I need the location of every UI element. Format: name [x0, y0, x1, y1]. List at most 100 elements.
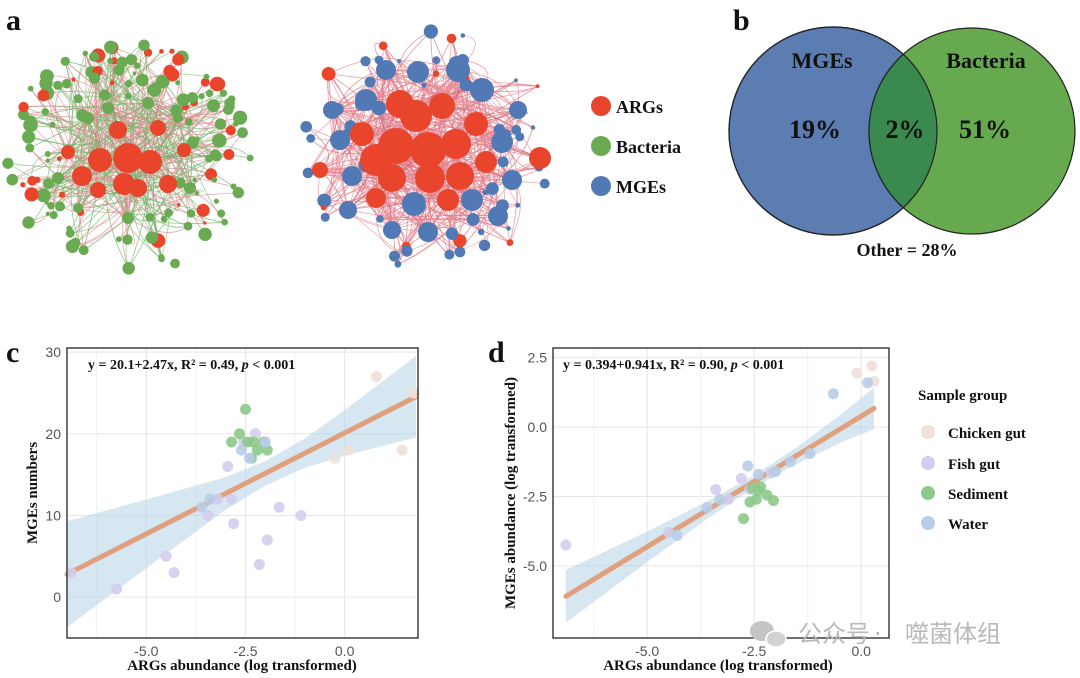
x-tick-label: 0.0	[851, 643, 871, 659]
legend-args-dot	[591, 96, 611, 116]
data-point	[785, 456, 797, 468]
network-graph-left	[2, 39, 254, 275]
plot-c-ylabel: MGEs numbers	[25, 442, 41, 544]
plot-d-ylabel: MGEs abundance (log transformed)	[503, 377, 519, 609]
panel-label-a: a	[6, 4, 21, 37]
data-point	[204, 493, 216, 505]
venn-mges-pct: 19%	[789, 115, 841, 144]
data-point	[212, 493, 224, 505]
data-point	[755, 481, 767, 493]
data-point	[261, 534, 273, 546]
venn-overlap-pct: 2%	[886, 115, 925, 144]
data-point	[329, 452, 341, 464]
data-point	[560, 539, 572, 551]
panel-label-c: c	[6, 336, 19, 369]
data-point	[671, 529, 683, 541]
regression-line	[64, 394, 419, 577]
plot-d-equation: y = 0.394+0.941x, R² = 0.90, p < 0.001	[563, 358, 784, 373]
legend-bacteria-dot	[591, 136, 611, 156]
legend-mges-dot	[591, 176, 611, 196]
venn-label-bacteria: Bacteria	[946, 48, 1025, 73]
y-tick-label: 30	[45, 344, 61, 360]
data-point	[253, 558, 265, 570]
legend-water-label: Water	[948, 517, 988, 533]
data-point	[408, 387, 420, 399]
data-point	[714, 493, 726, 505]
data-point	[710, 484, 722, 496]
data-point	[701, 502, 713, 514]
plot-c-equation: y = 20.1+2.47x, R² = 0.49, p < 0.001	[88, 358, 295, 373]
data-point	[247, 436, 259, 448]
data-point	[295, 509, 307, 521]
watermark-text-right: 噬菌体组	[905, 620, 1001, 648]
watermark: 公众号 · 噬菌体组	[750, 620, 1001, 648]
confidence-band	[67, 355, 416, 628]
network-nodes	[300, 24, 551, 268]
data-point	[226, 493, 238, 505]
data-point	[722, 493, 734, 505]
data-point	[851, 367, 863, 379]
watermark-separator: ·	[874, 620, 882, 648]
data-point	[202, 509, 214, 521]
plot-d-frame	[552, 347, 890, 639]
venn-diagram: MGEs Bacteria 19% 2% 51% Other = 28%	[728, 26, 1076, 260]
x-tick-label: 0.0	[335, 643, 355, 659]
venn-bacteria-pct: 51%	[959, 115, 1011, 144]
data-point	[735, 472, 747, 484]
data-point	[160, 550, 172, 562]
data-point	[370, 371, 382, 383]
data-point	[111, 583, 123, 595]
watermark-text-left: 公众号	[798, 620, 870, 648]
data-point	[236, 444, 248, 456]
plot-c-frame	[66, 347, 419, 639]
plot-c-xlabel: ARGs abundance (log transformed)	[127, 658, 357, 674]
data-point	[239, 403, 251, 415]
y-tick-label: 20	[45, 426, 61, 442]
panel-label-d: d	[488, 336, 505, 369]
legend-fish-gut-label: Fish gut	[948, 457, 1000, 473]
venn-label-mges: MGEs	[791, 48, 853, 73]
legend-args-label: ARGs	[616, 97, 663, 117]
data-point	[866, 360, 878, 372]
y-tick-label: -2.5	[523, 488, 547, 504]
x-tick-label: -2.5	[742, 643, 766, 659]
data-point	[767, 495, 779, 507]
data-point	[396, 444, 408, 456]
legend-fish-gut-dot	[921, 456, 935, 470]
data-point	[226, 436, 238, 448]
data-point	[259, 436, 271, 448]
network-legend: ARGs Bacteria MGEs	[591, 96, 681, 197]
y-tick-label: -5.0	[523, 558, 547, 574]
network-graph-right	[300, 24, 551, 268]
y-tick-label: 0	[53, 589, 61, 605]
sample-group-title: Sample group	[918, 388, 1007, 404]
scatter-plot-c: -5.0 -2.5 0.0 0 10 20 30 y = 20.1+2.47x, R² = …	[25, 344, 420, 674]
scatter-plot-d: -5.0 -2.5 0.0 2.5 0.0 -2.5 -5.0 y = 0.394+0.94…	[503, 347, 890, 674]
x-tick-label: -2.5	[233, 643, 257, 659]
y-tick-label: 10	[45, 507, 61, 523]
data-point	[862, 377, 874, 389]
data-point	[228, 518, 240, 530]
data-point	[243, 452, 255, 464]
legend-mges-label: MGEs	[616, 177, 666, 197]
y-tick-label: 2.5	[528, 350, 548, 366]
data-point	[196, 501, 208, 513]
data-point	[222, 460, 234, 472]
data-point	[168, 567, 180, 579]
y-tick-label: 0.0	[528, 419, 548, 435]
data-point	[804, 447, 816, 459]
sample-group-legend: Sample group Chicken gut Fish gut Sedime…	[918, 388, 1026, 533]
network-nodes	[2, 39, 254, 275]
legend-sediment-label: Sediment	[948, 487, 1008, 503]
legend-bacteria-label: Bacteria	[616, 137, 681, 157]
data-point	[752, 468, 764, 480]
data-point	[827, 388, 839, 400]
x-tick-label: -5.0	[134, 643, 158, 659]
data-point	[742, 460, 754, 472]
legend-chicken-gut-dot	[921, 425, 935, 439]
data-point	[737, 513, 749, 525]
plot-d-xlabel: ARGs abundance (log transformed)	[603, 658, 833, 674]
wechat-icon	[750, 621, 787, 648]
data-point	[234, 428, 246, 440]
